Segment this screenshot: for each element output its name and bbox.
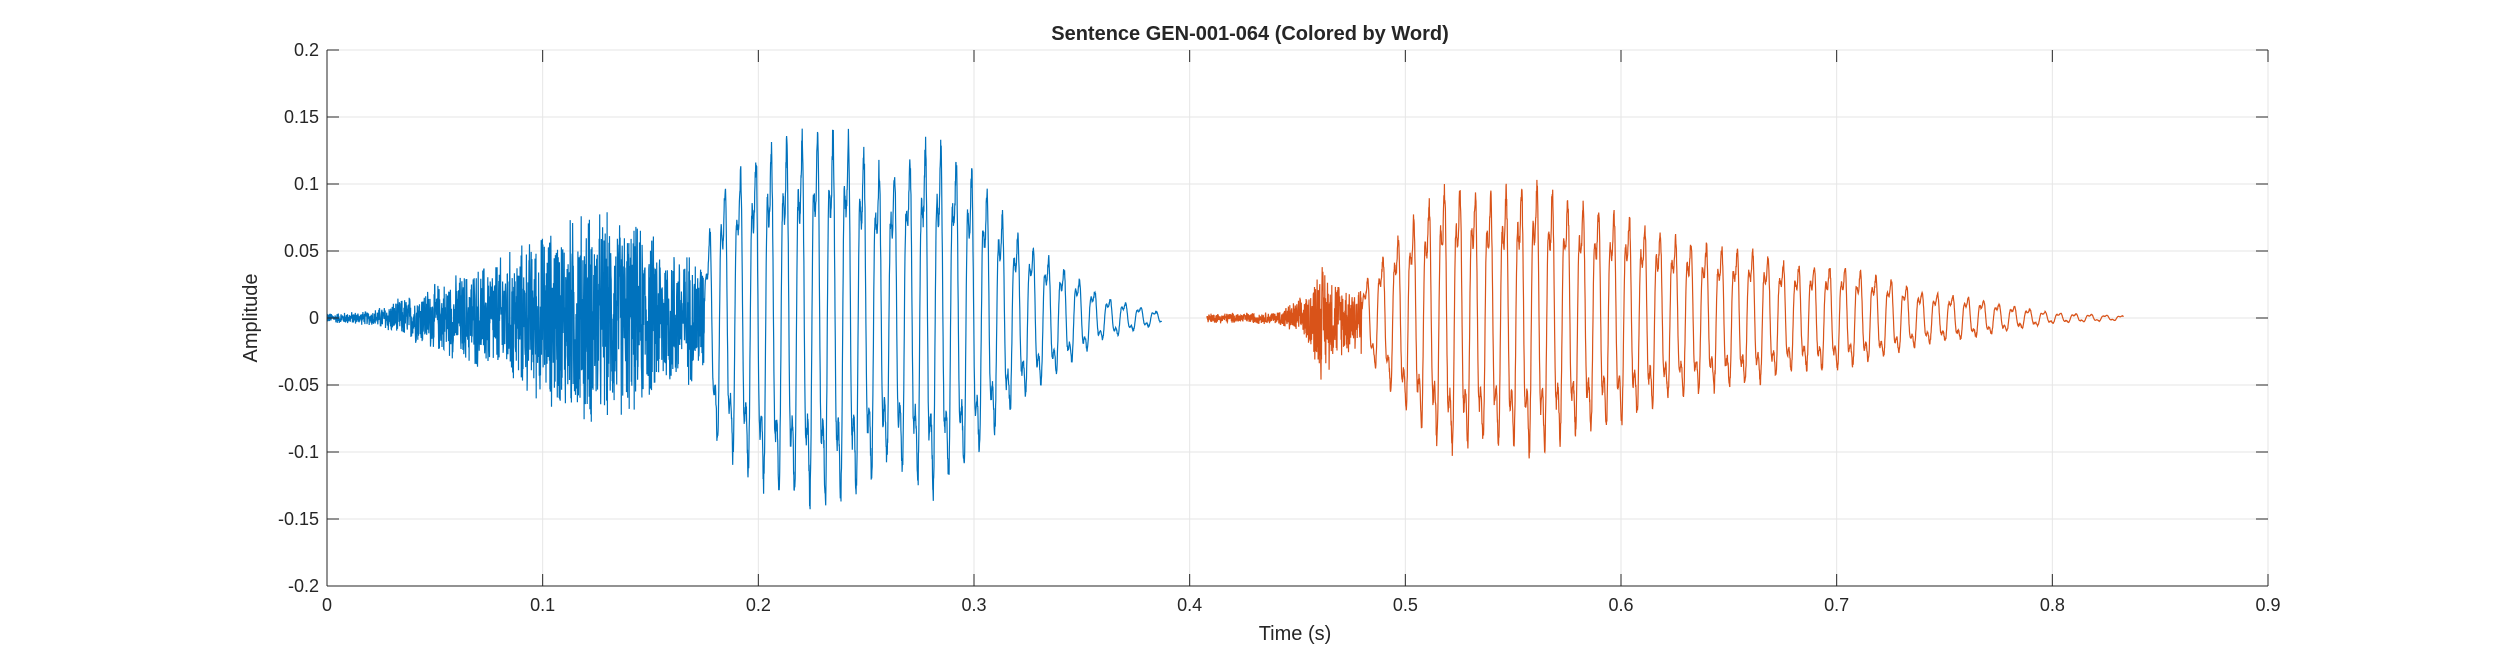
y-tick-label: 0.05: [284, 241, 319, 261]
x-tick-label: 0.3: [961, 595, 986, 615]
y-tick-label: -0.05: [278, 375, 319, 395]
y-tick-label: 0: [309, 308, 319, 328]
y-tick-label: -0.1: [288, 442, 319, 462]
tick-labels: 0 0.1 0.2 0.3 0.4 0.5 0.6 0.7 0.8 0.9 -0.2 -0.15 -0.…: [278, 40, 2281, 615]
y-axis-label: Amplitude: [240, 274, 262, 363]
y-tick-label: -0.2: [288, 576, 319, 596]
series-layer: [326, 128, 2124, 510]
waveform-series-1: [326, 128, 1163, 510]
x-axis-label: Time (s): [1259, 623, 1332, 645]
x-tick-label: 0.9: [2255, 595, 2280, 615]
x-tick-label: 0.6: [1608, 595, 1633, 615]
waveform-series-2: [1206, 179, 2124, 459]
y-tick-label: -0.15: [278, 509, 319, 529]
y-tick-label: 0.1: [294, 174, 319, 194]
x-tick-label: 0.7: [1824, 595, 1849, 615]
x-tick-label: 0.8: [2040, 595, 2065, 615]
y-tick-label: 0.15: [284, 107, 319, 127]
x-tick-label: 0.1: [530, 595, 555, 615]
x-tick-label: 0.4: [1177, 595, 1202, 615]
axes: [326, 49, 2269, 587]
y-tick-label: 0.2: [294, 40, 319, 60]
x-tick-label: 0.5: [1393, 595, 1418, 615]
x-tick-label: 0.2: [746, 595, 771, 615]
x-tick-label: 0: [322, 595, 332, 615]
chart-title: Sentence GEN-001-064 (Colored by Word): [1051, 23, 1449, 45]
